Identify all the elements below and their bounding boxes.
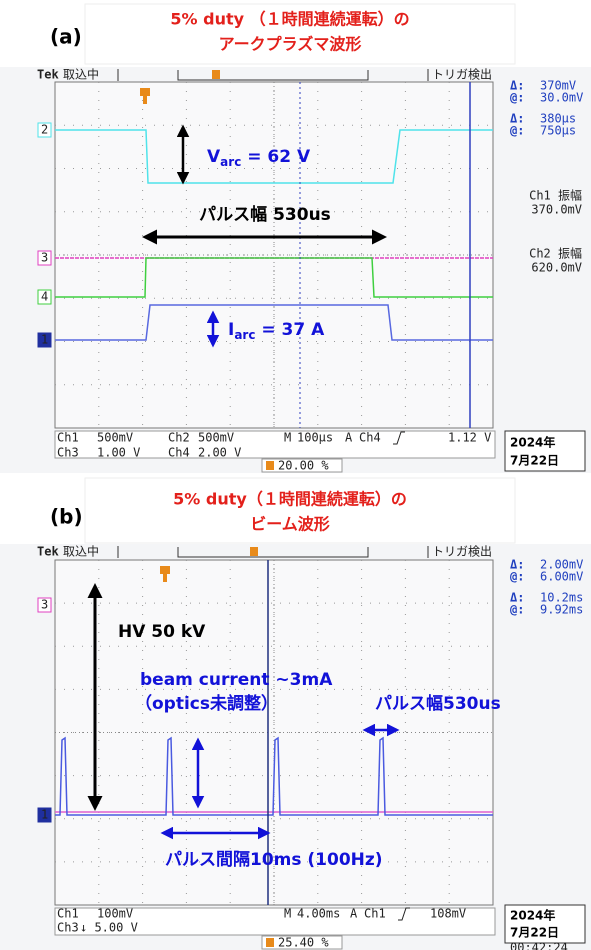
text: 3 <box>41 598 48 612</box>
text: Ch3 <box>57 446 79 460</box>
text: 1 <box>41 333 48 347</box>
text: パルス間隔10ms (100Hz) <box>165 850 383 870</box>
text: Ch2 振幅 <box>529 246 582 261</box>
annotation-part: = 37 A <box>255 320 325 340</box>
text: 30.0mV <box>540 91 583 105</box>
text: アークプラズマ波形 <box>219 35 362 54</box>
text: Ch1 <box>57 907 79 921</box>
text: 00:42:24 <box>510 941 568 950</box>
text: 4.00ms <box>297 907 340 921</box>
text: (a) <box>50 25 82 49</box>
text: Ch1 振幅 <box>529 188 582 203</box>
text: 6.00mV <box>540 570 583 584</box>
text: トリガ検出 <box>432 545 492 559</box>
text: 4 <box>41 290 48 304</box>
text: beam current ~3mA <box>140 670 333 690</box>
text: 500mV <box>97 431 133 445</box>
text: Ch3 <box>57 921 79 935</box>
text: 5% duty （１時間連続運転）の <box>170 10 409 29</box>
text: （optics未調整） <box>135 693 278 714</box>
text: HV 50 kV <box>118 622 206 642</box>
text: 取込中 <box>63 67 99 82</box>
text: 750µs <box>540 124 576 138</box>
text: 1.12 V <box>448 431 491 445</box>
text: 500mV <box>198 431 234 445</box>
text: 9.92ms <box>540 603 583 617</box>
text: A <box>350 907 358 921</box>
text: パルス幅 530us <box>199 204 331 225</box>
text: M <box>284 431 291 445</box>
text: 2024年 <box>510 435 555 450</box>
trigger-marker <box>250 547 258 556</box>
text: (b) <box>50 505 83 529</box>
text: 370.0mV <box>531 203 582 217</box>
text: @: <box>510 124 524 138</box>
text: Tek <box>37 68 59 82</box>
annotation-sub: arc <box>220 155 241 169</box>
text: 2.00 V <box>198 446 241 460</box>
text: 7月22日 <box>510 454 559 468</box>
text: Ch1 <box>364 907 386 921</box>
text: 5% duty（１時間連続運転）の <box>173 490 407 509</box>
text: 108mV <box>430 907 466 921</box>
text: 1.00 V <box>97 446 140 460</box>
trigger-pos-icon <box>266 461 274 470</box>
text: Tek <box>37 545 59 559</box>
figure: (a)5% duty （１時間連続運転）のアークプラズマ波形Tek取込中トリガ検… <box>0 0 591 950</box>
text: 20.00 % <box>278 459 329 473</box>
trigger-marker <box>212 70 220 79</box>
annotation-part: V <box>207 147 221 167</box>
text: ↓ 5.00 V <box>80 921 138 935</box>
text: M <box>284 907 291 921</box>
text: 2024年 <box>510 908 555 923</box>
text: トリガ検出 <box>432 68 492 82</box>
text: 2 <box>41 123 48 137</box>
text: 100mV <box>97 907 133 921</box>
annotation-part: = 62 V <box>241 147 311 167</box>
text: 100µs <box>297 431 333 445</box>
text: 7月22日 <box>510 926 559 940</box>
text: ビーム波形 <box>250 515 330 534</box>
text: Ch2 <box>168 431 190 445</box>
text: 3 <box>41 251 48 265</box>
text: Ch1 <box>57 431 79 445</box>
trigger-pos-icon <box>266 938 274 947</box>
text: 取込中 <box>63 544 99 559</box>
text: 620.0mV <box>531 261 582 275</box>
text: 1 <box>41 808 48 822</box>
text: パルス幅530us <box>375 693 501 714</box>
text: A <box>345 431 353 445</box>
annotation-sub: arc <box>234 328 255 342</box>
text: @: <box>510 570 524 584</box>
text: Ch4 <box>168 446 190 460</box>
text: @: <box>510 91 524 105</box>
text: 25.40 % <box>278 936 329 950</box>
text: Ch4 <box>359 431 381 445</box>
text: @: <box>510 603 524 617</box>
